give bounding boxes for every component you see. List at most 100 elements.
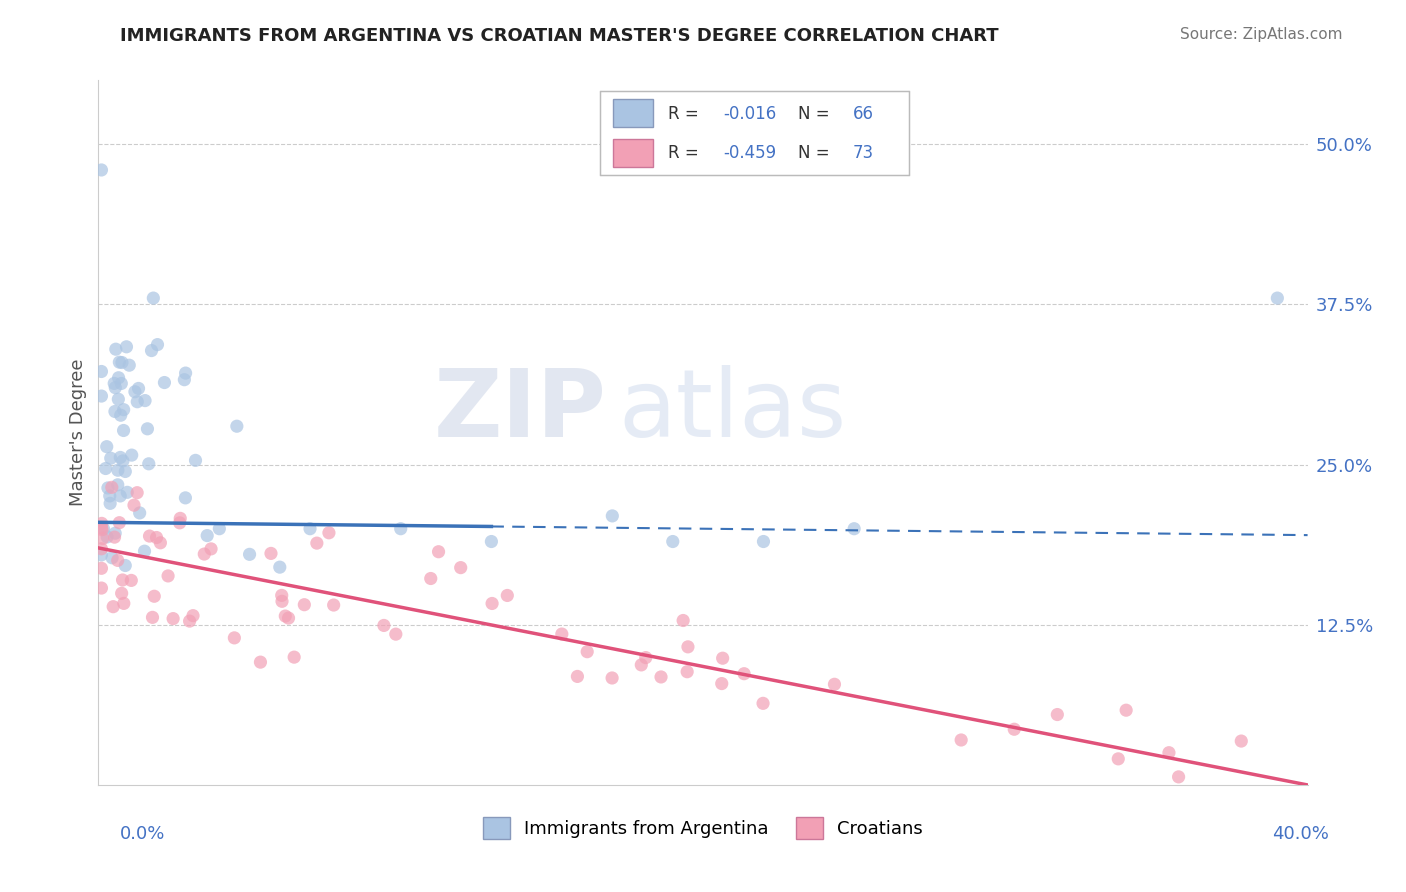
Point xyxy=(576,645,599,659)
Point xyxy=(114,465,136,479)
Point xyxy=(157,569,180,583)
Point xyxy=(127,485,149,500)
Point xyxy=(110,489,132,503)
Point xyxy=(117,485,139,500)
Point xyxy=(292,598,315,612)
Point xyxy=(184,453,207,467)
Point xyxy=(672,614,695,628)
Point xyxy=(193,547,215,561)
Point xyxy=(181,608,204,623)
Point xyxy=(120,574,142,588)
Point xyxy=(104,381,127,395)
Point xyxy=(114,558,136,573)
Point xyxy=(249,655,271,669)
Point xyxy=(269,560,291,574)
Point xyxy=(90,163,112,178)
Point xyxy=(100,451,122,466)
Point xyxy=(98,496,121,510)
Point xyxy=(104,404,127,418)
Point xyxy=(107,392,129,407)
Point xyxy=(107,553,129,567)
Text: 0.0%: 0.0% xyxy=(120,825,165,843)
Point xyxy=(153,376,176,390)
Point xyxy=(104,342,127,356)
Point xyxy=(260,546,283,560)
Point xyxy=(661,534,683,549)
Point xyxy=(179,614,201,628)
Point xyxy=(127,394,149,409)
Point xyxy=(1230,734,1253,748)
Point xyxy=(274,609,297,624)
Point xyxy=(90,516,112,531)
Text: ZIP: ZIP xyxy=(433,366,606,458)
Point xyxy=(551,627,574,641)
Point xyxy=(271,594,294,608)
Point xyxy=(481,534,503,549)
Point xyxy=(277,611,299,625)
Point xyxy=(136,422,159,436)
Point xyxy=(733,666,755,681)
Point xyxy=(108,516,131,530)
Point xyxy=(143,589,166,603)
Point xyxy=(450,560,472,574)
Point xyxy=(1267,291,1289,305)
Point xyxy=(101,480,124,494)
Point xyxy=(305,536,328,550)
Point xyxy=(145,531,167,545)
Point xyxy=(90,389,112,403)
Point xyxy=(122,498,145,512)
Point xyxy=(94,461,117,475)
Point xyxy=(112,596,135,610)
Point xyxy=(110,450,132,465)
Point xyxy=(90,364,112,378)
Point xyxy=(162,612,184,626)
Point xyxy=(103,530,125,544)
Legend: Immigrants from Argentina, Croatians: Immigrants from Argentina, Croatians xyxy=(475,810,931,847)
Point xyxy=(111,454,134,468)
Point xyxy=(111,586,134,600)
Point xyxy=(112,402,135,417)
Point xyxy=(124,384,146,399)
Point xyxy=(224,631,246,645)
Point xyxy=(373,618,395,632)
Point xyxy=(91,523,114,537)
Text: atlas: atlas xyxy=(619,366,846,458)
Point xyxy=(142,291,165,305)
Point xyxy=(90,561,112,575)
Point xyxy=(634,650,657,665)
Point xyxy=(676,640,699,654)
Point xyxy=(141,343,163,358)
Point xyxy=(200,541,222,556)
Point xyxy=(1167,770,1189,784)
Point xyxy=(97,481,120,495)
Point xyxy=(1046,707,1069,722)
Point xyxy=(322,598,344,612)
Text: 40.0%: 40.0% xyxy=(1272,825,1329,843)
Point xyxy=(225,419,247,434)
Point xyxy=(567,669,589,683)
Point xyxy=(90,581,112,595)
Point xyxy=(844,522,866,536)
Point xyxy=(90,541,112,556)
Point xyxy=(128,381,150,395)
Point xyxy=(98,489,121,503)
Text: Source: ZipAtlas.com: Source: ZipAtlas.com xyxy=(1180,27,1343,42)
Point xyxy=(138,457,160,471)
Point xyxy=(104,526,127,541)
Point xyxy=(711,651,734,665)
Point xyxy=(481,597,503,611)
Point xyxy=(318,525,340,540)
Point xyxy=(111,355,134,369)
Point xyxy=(149,536,172,550)
Point xyxy=(107,463,129,477)
Point xyxy=(1115,703,1137,717)
Point xyxy=(419,572,441,586)
Point xyxy=(270,588,292,602)
Point xyxy=(1157,746,1180,760)
Point xyxy=(121,448,143,462)
Point xyxy=(118,358,141,372)
Point xyxy=(389,522,412,536)
Point xyxy=(950,733,973,747)
Point xyxy=(823,677,845,691)
Point xyxy=(96,530,118,544)
